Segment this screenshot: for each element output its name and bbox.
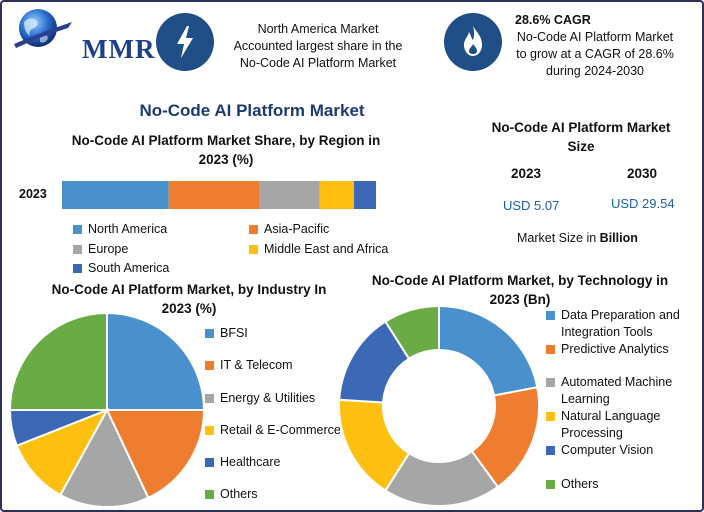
legend-automl: Automated Machine Learning	[546, 374, 686, 408]
swatch	[73, 244, 82, 254]
size-year-2023: 2023	[511, 166, 542, 181]
swatch	[249, 224, 258, 234]
legend-bfsi: BFSI	[205, 326, 248, 340]
swatch	[546, 480, 555, 489]
legend-asia-pacific: Asia-Pacific	[249, 222, 329, 236]
industry-pie-chart	[8, 313, 206, 507]
slice-it-telecom	[105, 409, 206, 500]
legend-industry-others: Others	[205, 487, 258, 501]
mmr-logo: MMR	[10, 6, 154, 64]
slice-others	[384, 304, 440, 361]
size-year-2030: 2030	[627, 166, 658, 181]
swatch	[205, 328, 214, 338]
slice-data-preparation-and-integration-tools	[438, 304, 539, 397]
slice-energy-utilities	[58, 407, 150, 507]
bar-segment-north-america	[62, 181, 169, 209]
bar-segment-middle-east-and-africa	[319, 181, 355, 209]
legend-nlp: Natural Language Processing	[546, 408, 686, 442]
globe-icon	[14, 9, 72, 48]
main-title: No-Code AI Platform Market	[139, 101, 365, 120]
legend-tech-others: Others	[546, 476, 696, 493]
region-chart-title: No-Code AI Platform Market Share, by Reg…	[71, 133, 381, 167]
legend-south-america: South America	[73, 261, 169, 275]
swatch	[205, 393, 214, 403]
legend-energy: Energy & Utilities	[205, 391, 315, 405]
legend-north-america: North America	[73, 222, 167, 236]
market-size-note: Market Size in Billion	[517, 231, 638, 245]
region-stacked-bar	[62, 181, 376, 209]
legend-data-prep: Data Preparation and Integration Tools	[546, 307, 698, 341]
legend-mea: Middle East and Africa	[249, 242, 388, 256]
size-value-2030: USD 29.54	[611, 196, 675, 211]
bar-segment-europe	[259, 181, 320, 209]
cagr-info: 28.6% CAGR No-Code AI Platform Market to…	[515, 13, 674, 78]
swatch	[73, 263, 82, 273]
industry-chart-title: No-Code AI Platform Market, by Industry …	[51, 282, 327, 316]
technology-chart-title: No-Code AI Platform Market, by Technolog…	[371, 273, 669, 307]
size-value-2023: USD 5.07	[503, 198, 560, 213]
technology-donut-chart	[338, 304, 540, 507]
logo-text: MMR	[82, 34, 156, 64]
swatch	[73, 224, 82, 234]
legend-europe: Europe	[73, 242, 128, 256]
swatch	[546, 412, 555, 421]
swatch	[546, 378, 555, 387]
bar-segment-south-america	[354, 181, 376, 209]
flame-icon	[464, 26, 482, 56]
swatch	[546, 446, 555, 455]
lightning-icon	[177, 26, 193, 58]
slice-retail-e-commerce	[15, 408, 110, 497]
swatch	[205, 425, 214, 435]
lightning-icon-badge	[156, 13, 214, 71]
swatch	[546, 311, 555, 320]
slice-others	[8, 313, 108, 411]
region-year-label: 2023	[19, 187, 47, 201]
swatch	[205, 489, 214, 499]
swatch	[205, 360, 214, 370]
legend-predictive: Predictive Analytics	[546, 341, 698, 358]
slice-bfsi	[106, 313, 206, 411]
legend-computer-vision: Computer Vision	[546, 442, 696, 459]
legend-it-telecom: IT & Telecom	[205, 358, 293, 372]
swatch	[205, 457, 214, 467]
market-size-title: No-Code AI Platform Market Size	[491, 120, 671, 154]
bar-segment-asia-pacific	[168, 181, 260, 209]
swatch	[546, 345, 555, 354]
legend-retail: Retail & E-Commerce	[205, 423, 341, 437]
north-america-info: North America Market Accounted largest s…	[233, 22, 403, 70]
flame-icon-badge	[444, 13, 502, 71]
swatch	[249, 244, 258, 254]
legend-healthcare: Healthcare	[205, 455, 280, 469]
